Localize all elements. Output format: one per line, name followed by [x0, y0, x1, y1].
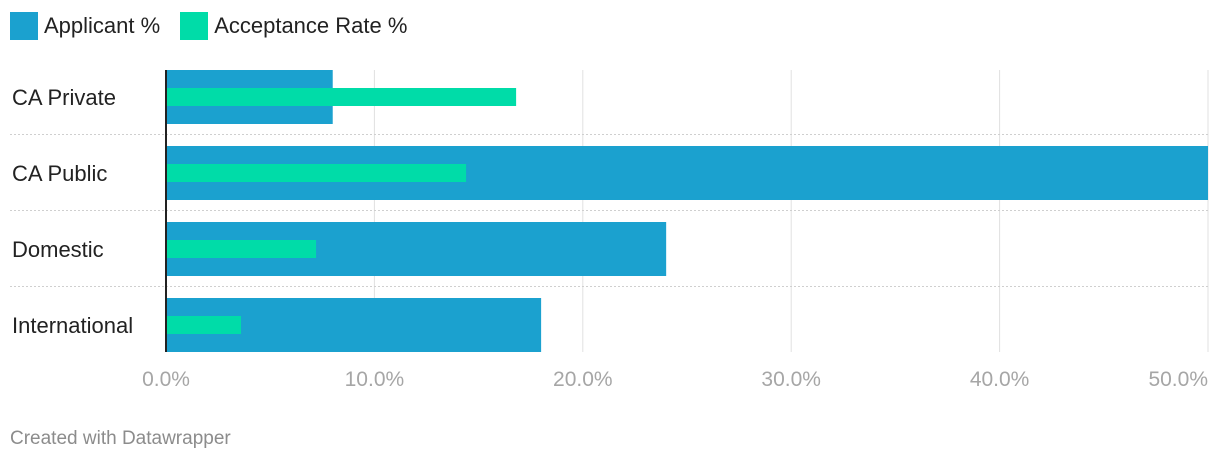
- chart-legend: Applicant % Acceptance Rate %: [10, 12, 407, 40]
- x-tick-label-4: 40.0%: [970, 368, 1030, 391]
- bar-acceptance-rate-1: [166, 164, 467, 182]
- legend-swatch-acceptance-rate: [180, 12, 209, 40]
- bar-acceptance-rate-3: [166, 316, 242, 334]
- legend-label-acceptance-rate: Acceptance Rate %: [214, 13, 408, 38]
- x-tick-label-5: 50.0%: [1148, 368, 1208, 391]
- category-label-2: Domestic: [12, 237, 104, 262]
- x-tick-label-2: 20.0%: [553, 368, 613, 391]
- category-label-0: CA Private: [12, 85, 116, 110]
- x-tick-label-1: 10.0%: [345, 368, 405, 391]
- bar-acceptance-rate-0: [166, 88, 517, 106]
- category-label-3: International: [12, 313, 133, 338]
- x-tick-label-3: 30.0%: [761, 368, 821, 391]
- category-label-1: CA Public: [12, 161, 107, 186]
- legend-swatch-applicant: [10, 12, 38, 40]
- legend-label-applicant: Applicant %: [44, 13, 161, 38]
- x-tick-label-0: 0.0%: [142, 368, 190, 391]
- footer-credit: Created with Datawrapper: [10, 428, 231, 449]
- legend-item-acceptance-rate: Acceptance Rate %: [180, 12, 407, 40]
- legend-item-applicant: Applicant %: [10, 12, 160, 40]
- bar-acceptance-rate-2: [166, 240, 317, 258]
